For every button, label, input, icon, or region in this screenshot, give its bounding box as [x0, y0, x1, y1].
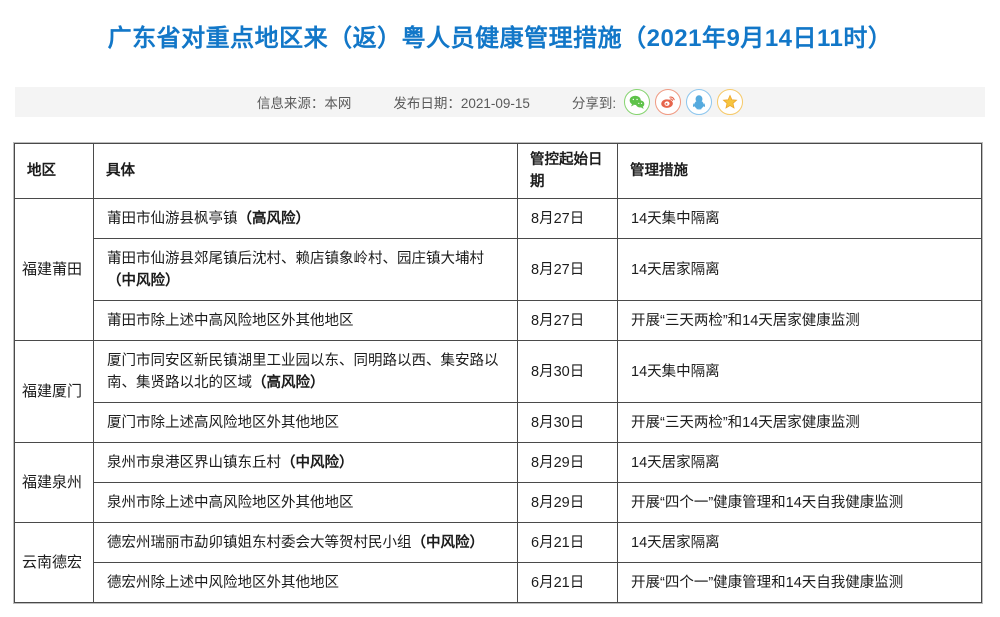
specifics-cell: 厦门市同安区新民镇湖里工业园以东、同明路以西、集安路以南、集贤路以北的区域（高风…: [93, 340, 518, 403]
measure-cell: 开展“三天两检”和14天居家健康监测: [617, 402, 982, 443]
favorite-star-icon: [721, 93, 739, 111]
specifics-cell: 莆田市除上述中高风险地区外其他地区: [93, 300, 518, 341]
date-cell: 8月27日: [517, 300, 618, 341]
table-row: 云南德宏 德宏州瑞丽市勐卯镇姐东村委会大等贺村民小组（中风险） 6月21日 14…: [14, 522, 982, 603]
date-cell: 6月21日: [517, 562, 618, 603]
table-row: 莆田市除上述中高风险地区外其他地区 8月27日 开展“三天两检”和14天居家健康…: [15, 300, 982, 341]
specifics-cell: 泉州市泉港区界山镇东丘村（中风险）: [93, 442, 518, 483]
measure-cell: 14天居家隔离: [617, 442, 982, 483]
measure-cell: 开展“四个一”健康管理和14天自我健康监测: [617, 482, 982, 523]
specifics-cell: 德宏州除上述中风险地区外其他地区: [93, 562, 518, 603]
wechat-icon: [628, 93, 646, 111]
measures-table: 地区 具体 管控起始日期 管理措施 福建莆田 莆田市仙游县枫亭镇（高风险） 8月…: [14, 143, 982, 603]
specifics-cell: 泉州市除上述中高风险地区外其他地区: [93, 482, 518, 523]
col-header-start-date: 管控起始日期: [517, 143, 618, 199]
region-cell: 云南德宏: [14, 522, 94, 603]
qq-icon: [690, 93, 708, 111]
table-row: 福建泉州 泉州市泉港区界山镇东丘村（中风险） 8月29日 14天居家隔离: [14, 442, 982, 523]
table-row: 德宏州除上述中风险地区外其他地区 6月21日 开展“四个一”健康管理和14天自我…: [15, 562, 982, 603]
date-cell: 8月29日: [517, 442, 618, 483]
risk-level-label: （高风险）: [237, 210, 311, 227]
measure-cell: 开展“四个一”健康管理和14天自我健康监测: [617, 562, 982, 603]
specifics-cell: 厦门市除上述高风险地区外其他地区: [93, 402, 518, 443]
page-title: 广东省对重点地区来（返）粤人员健康管理措施（2021年9月14日11时）: [107, 25, 893, 52]
col-header-region: 地区: [14, 143, 94, 199]
col-header-measures: 管理措施: [617, 143, 982, 199]
meta-bar: 信息来源：本网 发布日期：2021-09-15 分享到:: [15, 87, 985, 117]
table-row: 泉州市除上述中高风险地区外其他地区 8月29日 开展“四个一”健康管理和14天自…: [15, 482, 982, 523]
measure-cell: 14天集中隔离: [617, 198, 982, 239]
measure-cell: 开展“三天两检”和14天居家健康监测: [617, 300, 982, 341]
specifics-cell: 德宏州瑞丽市勐卯镇姐东村委会大等贺村民小组（中风险）: [93, 522, 518, 563]
table-row: 厦门市除上述高风险地区外其他地区 8月30日 开展“三天两检”和14天居家健康监…: [15, 402, 982, 443]
share-qq-button[interactable]: [686, 89, 713, 115]
date-cell: 8月27日: [517, 238, 618, 301]
share-weibo-button[interactable]: [655, 89, 682, 115]
date-cell: 8月30日: [517, 340, 618, 403]
date-cell: 6月21日: [517, 522, 618, 563]
measure-cell: 14天居家隔离: [617, 522, 982, 563]
risk-level-label: （中风险）: [281, 454, 354, 471]
risk-level-label: （中风险）: [411, 534, 485, 551]
table-row: 福建厦门 厦门市同安区新民镇湖里工业园以东、同明路以西、集安路以南、集贤路以北的…: [14, 340, 982, 443]
share-icons: [624, 89, 744, 115]
col-header-specifics: 具体: [93, 143, 518, 199]
info-source-label: 信息来源：本网: [256, 96, 352, 111]
share-wechat-button[interactable]: [624, 89, 651, 115]
publish-date-label: 发布日期：2021-09-15: [393, 96, 530, 111]
table-row: 莆田市仙游县郊尾镇后沈村、赖店镇象岭村、园庄镇大埔村（中风险） 8月27日 14…: [15, 238, 982, 301]
specifics-cell: 莆田市仙游县郊尾镇后沈村、赖店镇象岭村、园庄镇大埔村（中风险）: [93, 238, 518, 301]
date-cell: 8月30日: [517, 402, 618, 443]
risk-level-label: （高风险）: [252, 374, 325, 391]
table-row: 福建莆田 莆田市仙游县枫亭镇（高风险） 8月27日 14天集中隔离: [14, 198, 982, 341]
specifics-cell: 莆田市仙游县枫亭镇（高风险）: [93, 198, 518, 239]
measure-cell: 14天居家隔离: [617, 238, 982, 301]
weibo-icon: [659, 93, 677, 111]
date-cell: 8月29日: [517, 482, 618, 523]
region-cell: 福建莆田: [14, 198, 94, 341]
date-cell: 8月27日: [517, 198, 618, 239]
share-to-label: 分享到:: [571, 96, 617, 111]
region-cell: 福建泉州: [14, 442, 94, 523]
share-group: 分享到:: [571, 89, 744, 115]
share-favorite-button[interactable]: [717, 89, 744, 115]
risk-level-label: （中风险）: [107, 272, 180, 289]
measure-cell: 14天集中隔离: [617, 340, 982, 403]
region-cell: 福建厦门: [14, 340, 94, 443]
